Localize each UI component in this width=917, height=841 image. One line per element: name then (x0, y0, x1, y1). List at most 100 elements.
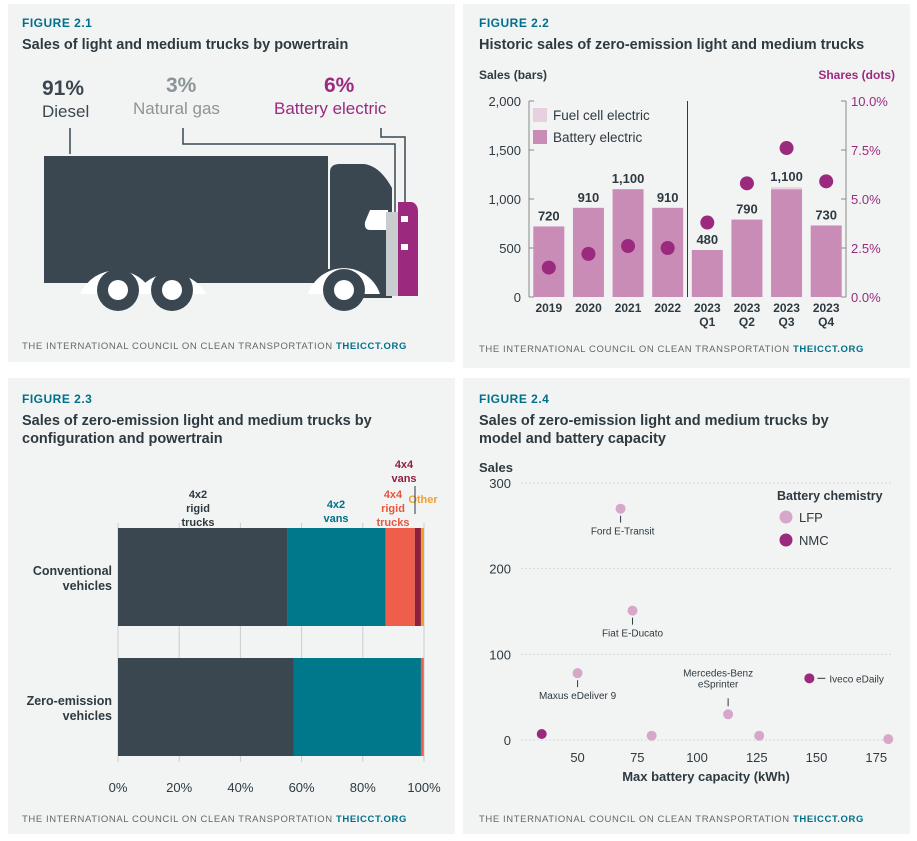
series-label: rigid (381, 503, 405, 515)
x-tick-label: 2019 (535, 301, 562, 315)
y-tick-label: 100 (489, 647, 511, 662)
y2-tick-label: 10.0% (851, 94, 888, 109)
figure-footer: THE INTERNATIONAL COUNCIL ON CLEAN TRANS… (479, 344, 864, 355)
point-label: Ford E-Transit (591, 527, 655, 538)
x-tick-label: 0% (109, 780, 128, 795)
x-tick-label: 50 (570, 750, 584, 765)
stacked-segment (420, 528, 424, 626)
battery-electric-label: Battery electric (274, 99, 387, 118)
point-label: eSprinter (698, 679, 739, 690)
point-label: Iveco eDaily (829, 674, 883, 685)
stacked-segment (118, 528, 288, 626)
battery-capacity-scatter-chart: Sales 0 100 200 300 50 75 100 125 150 175 Max batte… (479, 460, 894, 784)
x-tick-label: 60% (289, 780, 315, 795)
historic-sales-chart: Sales (bars) Shares (dots) 0 500 1,000 1,500 2… (479, 68, 895, 329)
legend-marker (779, 510, 793, 524)
figure-title: Sales of light and medium trucks by powe… (22, 37, 349, 53)
bar-value-label: 720 (538, 208, 560, 223)
stacked-segment (385, 528, 415, 626)
x-tick-label: 75 (630, 750, 644, 765)
figure-2-2-panel: FIGURE 2.2 Historic sales of zero-emissi… (463, 4, 910, 368)
natural-gas-label: Natural gas (133, 99, 220, 118)
figure-label: FIGURE 2.3 (22, 392, 93, 406)
x-tick-label: Q3 (779, 315, 795, 329)
y-tick-label: 1,000 (488, 192, 521, 207)
scatter-point (723, 709, 734, 720)
x-tick-label: 2023 (773, 301, 800, 315)
configuration-stacked-bar-chart: 0% 20% 40% 60% 80% 100%ConventionalvehiclesZe… (27, 459, 442, 795)
x-tick-label: Q2 (739, 315, 755, 329)
figure-2-1-panel: FIGURE 2.1 Sales of light and medium tru… (8, 4, 455, 362)
scatter-point (627, 605, 638, 616)
series-label: 4x2 (327, 499, 345, 511)
footer-site-link[interactable]: THEICCT.ORG (336, 341, 407, 352)
share-dot (660, 241, 675, 255)
x-tick-label: 2023 (694, 301, 721, 315)
bar-value-label: 910 (578, 190, 600, 205)
y-tick-label: 2,000 (488, 94, 521, 109)
footer-site-link[interactable]: THEICCT.ORG (793, 814, 864, 825)
scatter-point (615, 503, 626, 514)
series-label: Other (408, 494, 438, 506)
figure-2-4-panel: FIGURE 2.4 Sales of zero-emission light … (463, 378, 910, 834)
x-tick-label: 150 (806, 750, 828, 765)
scatter-point (754, 730, 765, 741)
share-dot (541, 260, 556, 275)
stacked-segment (293, 658, 421, 756)
y2-axis-title: Shares (dots) (818, 68, 895, 82)
footer-site-link[interactable]: THEICCT.ORG (793, 344, 864, 355)
y-axis-title: Sales (479, 460, 513, 475)
y-axis-title: Sales (bars) (479, 68, 547, 82)
series-label: trucks (181, 517, 214, 529)
stacked-segment (414, 528, 421, 626)
stacked-segment (423, 658, 424, 756)
scatter-point (804, 673, 815, 684)
footer-site-link[interactable]: THEICCT.ORG (336, 814, 407, 825)
figure-title: Sales of zero-emission light and medium … (22, 413, 372, 447)
x-axis-title: Max battery capacity (kWh) (622, 769, 790, 784)
figure-label: FIGURE 2.2 (479, 16, 550, 30)
point-label: Mercedes-Benz (683, 668, 753, 679)
scatter-point (646, 730, 657, 741)
series-label: 4x4 (395, 459, 414, 471)
bar-fuel-cell (771, 187, 803, 190)
x-tick-label: 100% (407, 780, 441, 795)
figure-footer: THE INTERNATIONAL COUNCIL ON CLEAN TRANS… (22, 814, 407, 825)
scatter-point (536, 729, 547, 740)
legend-marker (779, 533, 793, 547)
legend-swatch (533, 130, 547, 144)
figure-footer: THE INTERNATIONAL COUNCIL ON CLEAN TRANS… (479, 814, 864, 825)
legend-title: Battery chemistry (777, 489, 883, 503)
stacked-segment (118, 658, 294, 756)
x-tick-label: Q4 (818, 315, 834, 329)
x-tick-label: 2023 (734, 301, 761, 315)
x-tick-label: 2021 (615, 301, 642, 315)
x-tick-label: Q1 (699, 315, 715, 329)
natural-gas-pct: 3% (166, 74, 197, 97)
series-label: trucks (376, 517, 409, 529)
scatter-point (572, 668, 583, 679)
y2-tick-label: 2.5% (851, 241, 881, 256)
stacked-segment (420, 658, 424, 756)
figure-label: FIGURE 2.1 (22, 16, 93, 30)
share-dot (621, 239, 636, 254)
figure-2-3-panel: FIGURE 2.3 Sales of zero-emission light … (8, 378, 455, 834)
battery-electric-pct: 6% (324, 74, 355, 97)
x-tick-label: 80% (350, 780, 376, 795)
truck-illustration (44, 128, 418, 311)
share-dot (739, 176, 754, 191)
legend-label: Battery electric (553, 130, 643, 145)
figure-title: Sales of zero-emission light and medium … (479, 413, 829, 447)
bar-value-label: 480 (696, 232, 718, 247)
y-tick-label: 200 (489, 562, 511, 577)
bar-battery-electric (731, 219, 763, 297)
stacked-segment (287, 528, 386, 626)
series-label: vans (323, 513, 348, 525)
y-tick-label: 0 (504, 733, 511, 748)
bar-value-label: 730 (815, 207, 837, 222)
x-tick-label: 175 (865, 750, 887, 765)
share-dot (700, 215, 715, 230)
bar-value-label: 910 (657, 190, 679, 205)
share-dot (581, 246, 596, 261)
x-tick-label: 2022 (654, 301, 681, 315)
